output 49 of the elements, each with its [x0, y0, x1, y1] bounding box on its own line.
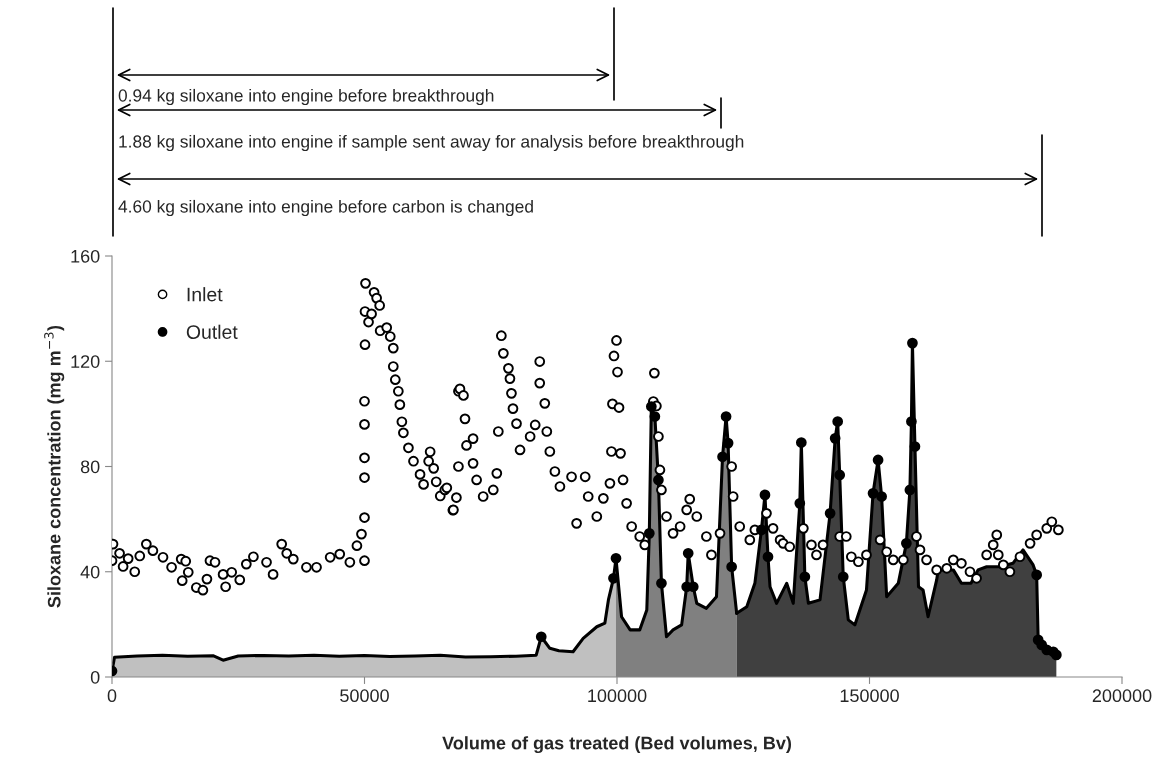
- point: [756, 524, 767, 536]
- point: [906, 416, 917, 427]
- point: [829, 432, 841, 444]
- point: [649, 411, 661, 422]
- point: [834, 469, 846, 481]
- x-tick-label: 0: [107, 689, 117, 703]
- x-tick-label: 100000: [588, 689, 647, 703]
- point: [876, 491, 887, 502]
- text: 4.60 kg siloxane into engine before carbon is changed: [118, 199, 533, 217]
- point: [682, 547, 694, 559]
- point: [837, 571, 849, 583]
- y-axis-title: Siloxane concentration (mg m$^{−3}$): [44, 325, 65, 608]
- x-tick-label: 150000: [840, 689, 899, 703]
- y-tick-label: 40: [80, 565, 100, 579]
- text: 1.88 kg siloxane into engine if sample sent away for analysis before breakthrough: [119, 134, 744, 152]
- text: 0.94 kg siloxane into engine before breakthrough: [118, 88, 494, 106]
- y-tick-label: 0: [90, 670, 100, 684]
- x-tick-label: 200000: [1092, 689, 1152, 703]
- point: [610, 552, 622, 564]
- point: [726, 561, 737, 573]
- point: [907, 337, 918, 349]
- point: [824, 507, 836, 519]
- x-tick-label: 50000: [340, 689, 389, 703]
- legend-label: Inlet: [187, 287, 223, 302]
- point: [909, 441, 921, 452]
- point: [643, 527, 655, 539]
- point: [794, 497, 806, 509]
- point: [653, 474, 664, 486]
- point: [759, 489, 771, 501]
- point: [799, 571, 811, 583]
- point: [904, 484, 916, 496]
- point: [645, 401, 657, 412]
- point: [762, 551, 774, 563]
- point: [535, 631, 547, 643]
- y-tick-label: 160: [71, 249, 100, 263]
- y-tick-label: 80: [80, 460, 100, 474]
- point: [717, 451, 728, 463]
- point: [872, 454, 884, 466]
- legend-label: Outlet: [186, 324, 238, 339]
- point: [867, 487, 879, 499]
- point: [901, 537, 912, 549]
- point: [832, 416, 844, 427]
- point: [720, 411, 732, 422]
- point: [795, 437, 807, 448]
- x-axis-title: Volume of gas treated (Bed volumes, Bv): [442, 736, 792, 754]
- point: [1031, 569, 1043, 581]
- y-tick-label: 120: [71, 355, 100, 368]
- point: [722, 437, 734, 449]
- point: [656, 577, 667, 589]
